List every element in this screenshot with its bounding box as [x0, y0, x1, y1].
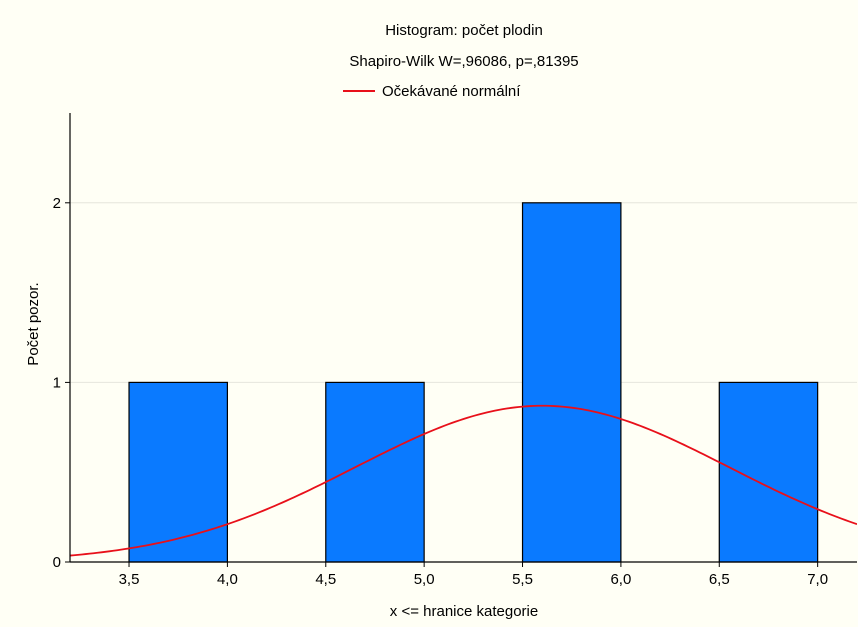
y-axis-ticks: 0 1 2	[53, 195, 70, 571]
x-axis-ticks: 3,5 4,0 4,5 5,0 5,5 6,0 6,5 7,0	[119, 562, 828, 588]
legend: Očekávané normální	[343, 83, 521, 100]
x-tick-label: 6,5	[709, 571, 730, 588]
x-tick-label: 4,5	[315, 571, 336, 588]
x-tick-label: 7,0	[807, 571, 828, 588]
y-axis-label: Počet pozor.	[25, 282, 42, 365]
histogram-bar	[128, 381, 228, 563]
legend-label-normal: Očekávané normální	[382, 83, 521, 100]
x-axis-label: x <= hranice kategorie	[390, 603, 538, 620]
x-tick-label: 3,5	[119, 571, 140, 588]
x-tick-label: 4,0	[217, 571, 238, 588]
y-tick-label: 0	[53, 554, 61, 571]
bars	[128, 202, 819, 563]
normal-curve	[70, 404, 857, 557]
y-tick-label: 1	[53, 374, 61, 391]
x-tick-label: 5,5	[512, 571, 533, 588]
histogram-bar	[325, 381, 425, 563]
y-tick-label: 2	[53, 195, 61, 212]
axes	[69, 113, 857, 563]
chart-subtitle: Shapiro-Wilk W=,96086, p=,81395	[349, 53, 578, 70]
grid	[70, 202, 857, 383]
chart-title: Histogram: počet plodin	[385, 22, 543, 39]
x-tick-label: 5,0	[414, 571, 435, 588]
histogram-bar	[521, 202, 622, 563]
x-tick-label: 6,0	[610, 571, 631, 588]
histogram-bar	[718, 381, 819, 563]
